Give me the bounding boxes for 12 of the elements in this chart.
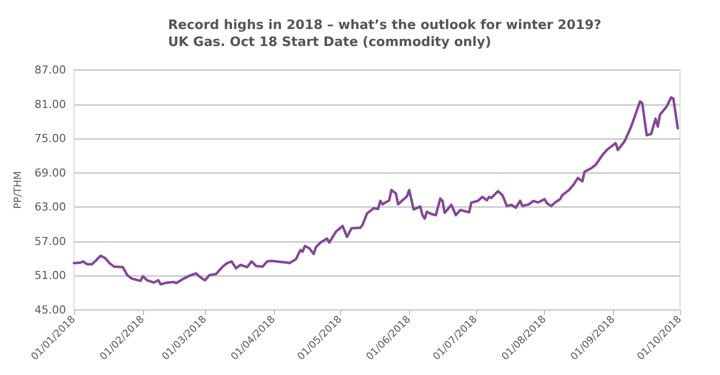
chart-title: Record highs in 2018 – what’s the outlook for winter 2019? bbox=[168, 18, 602, 33]
y-tick-label: 51.00 bbox=[34, 269, 66, 282]
y-tick-label: 87.00 bbox=[34, 64, 66, 76]
y-axis-title: PP/THM bbox=[13, 171, 24, 209]
y-tick-label: 75.00 bbox=[34, 132, 66, 146]
y-tick-label: 45.00 bbox=[34, 304, 66, 316]
y-tick-label: 81.00 bbox=[34, 98, 66, 111]
y-tick-label: 57.00 bbox=[34, 234, 66, 248]
line-series bbox=[72, 96, 680, 286]
y-tick-label: 63.00 bbox=[34, 200, 66, 214]
chart-subtitle: UK Gas. Oct 18 Start Date (commodity only) bbox=[168, 35, 492, 50]
y-tick-label: 69.00 bbox=[34, 166, 66, 180]
